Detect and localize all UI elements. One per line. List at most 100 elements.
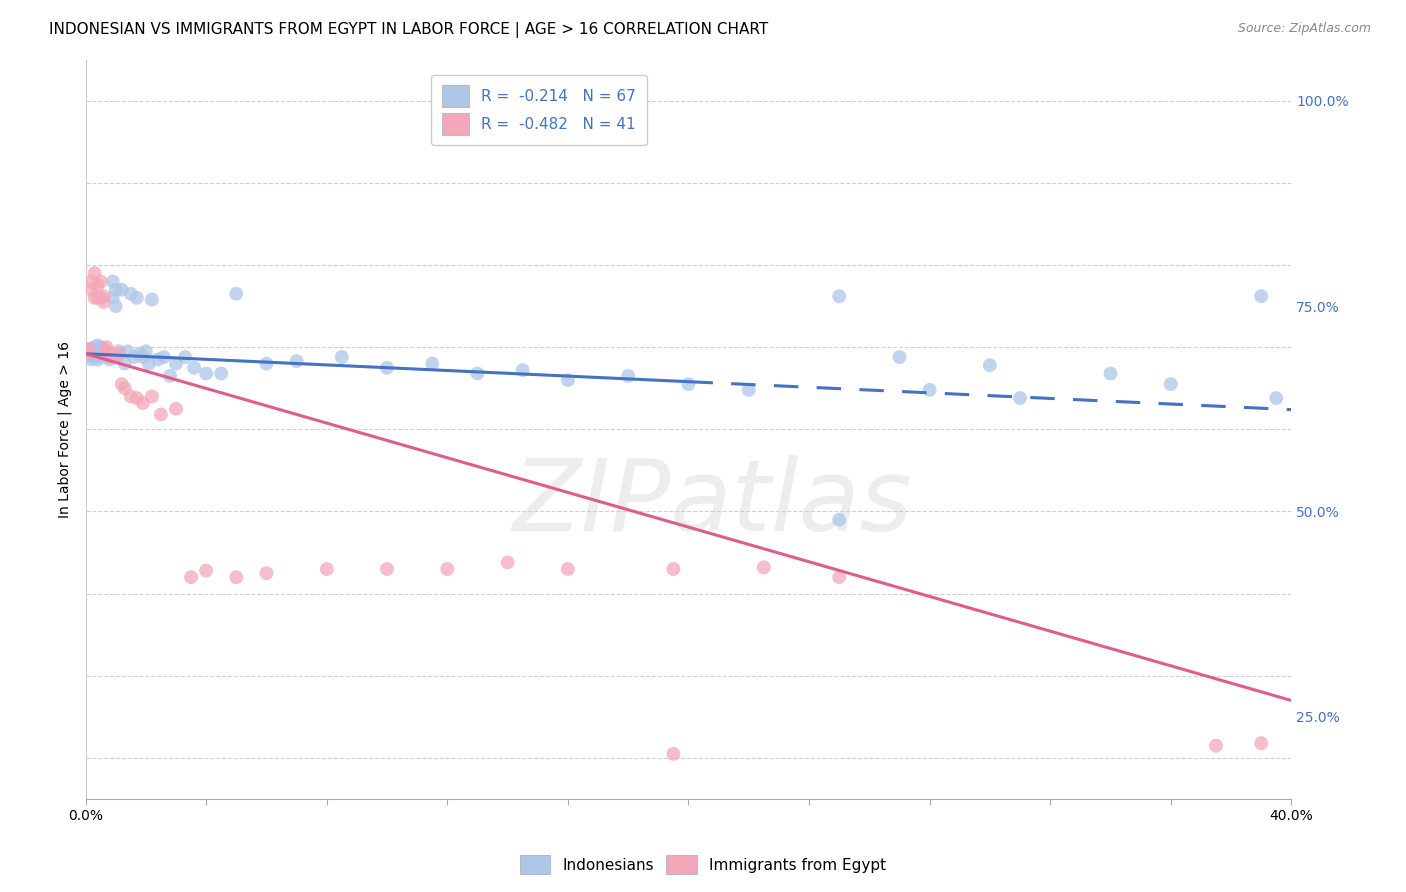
- Point: [195, 564, 218, 578]
- Point: [117, 344, 139, 359]
- Point: [183, 360, 205, 375]
- Point: [98, 346, 121, 360]
- Point: [86, 344, 108, 359]
- Y-axis label: In Labor Force | Age > 16: In Labor Force | Age > 16: [58, 341, 72, 518]
- Point: [225, 286, 247, 301]
- Point: [420, 357, 443, 371]
- Point: [436, 562, 458, 576]
- Point: [80, 283, 103, 297]
- Point: [122, 350, 145, 364]
- Point: [828, 513, 851, 527]
- Point: [1205, 739, 1227, 753]
- Point: [83, 346, 105, 360]
- Point: [80, 342, 103, 356]
- Point: [132, 350, 155, 364]
- Point: [662, 747, 685, 761]
- Point: [512, 363, 534, 377]
- Point: [662, 562, 685, 576]
- Point: [90, 345, 112, 359]
- Legend: Indonesians, Immigrants from Egypt: Indonesians, Immigrants from Egypt: [513, 849, 893, 880]
- Point: [111, 377, 134, 392]
- Legend: R =  -0.214   N = 67, R =  -0.482   N = 41: R = -0.214 N = 67, R = -0.482 N = 41: [430, 75, 647, 145]
- Point: [889, 350, 911, 364]
- Point: [141, 293, 163, 307]
- Point: [86, 278, 108, 293]
- Point: [96, 350, 118, 364]
- Point: [120, 389, 142, 403]
- Point: [146, 352, 169, 367]
- Point: [180, 570, 202, 584]
- Point: [90, 340, 112, 354]
- Point: [159, 368, 181, 383]
- Point: [90, 291, 112, 305]
- Point: [254, 357, 277, 371]
- Point: [375, 562, 398, 576]
- Point: [77, 348, 100, 362]
- Point: [104, 299, 127, 313]
- Point: [1008, 391, 1031, 405]
- Point: [101, 347, 124, 361]
- Point: [125, 391, 148, 405]
- Point: [96, 344, 118, 359]
- Text: ZIPatlas: ZIPatlas: [513, 455, 912, 552]
- Point: [83, 350, 105, 364]
- Point: [315, 562, 337, 576]
- Point: [83, 291, 105, 305]
- Point: [557, 562, 579, 576]
- Point: [138, 357, 160, 371]
- Point: [285, 354, 308, 368]
- Point: [90, 350, 112, 364]
- Point: [80, 352, 103, 367]
- Point: [93, 348, 115, 362]
- Point: [77, 342, 100, 356]
- Point: [153, 350, 176, 364]
- Point: [557, 373, 579, 387]
- Point: [752, 560, 775, 574]
- Point: [128, 347, 150, 361]
- Point: [1250, 736, 1272, 750]
- Point: [617, 368, 640, 383]
- Point: [738, 383, 761, 397]
- Point: [678, 377, 700, 392]
- Point: [1160, 377, 1182, 392]
- Point: [96, 344, 118, 359]
- Point: [77, 346, 100, 360]
- Point: [86, 291, 108, 305]
- Point: [125, 291, 148, 305]
- Point: [93, 342, 115, 356]
- Point: [107, 348, 129, 362]
- Point: [375, 360, 398, 375]
- Point: [165, 401, 187, 416]
- Point: [135, 344, 157, 359]
- Point: [98, 350, 121, 364]
- Point: [96, 340, 118, 354]
- Point: [104, 350, 127, 364]
- Point: [195, 367, 218, 381]
- Point: [114, 357, 136, 371]
- Point: [979, 358, 1001, 372]
- Point: [174, 350, 197, 364]
- Point: [83, 266, 105, 280]
- Point: [93, 289, 115, 303]
- Point: [120, 286, 142, 301]
- Point: [828, 570, 851, 584]
- Point: [104, 283, 127, 297]
- Point: [254, 566, 277, 581]
- Point: [918, 383, 941, 397]
- Point: [132, 396, 155, 410]
- Point: [141, 389, 163, 403]
- Point: [77, 344, 100, 359]
- Point: [1250, 289, 1272, 303]
- Point: [1265, 391, 1288, 405]
- Point: [80, 347, 103, 361]
- Point: [149, 408, 172, 422]
- Text: Source: ZipAtlas.com: Source: ZipAtlas.com: [1237, 22, 1371, 36]
- Point: [90, 275, 112, 289]
- Point: [107, 347, 129, 361]
- Point: [80, 275, 103, 289]
- Point: [165, 357, 187, 371]
- Point: [330, 350, 353, 364]
- Point: [101, 275, 124, 289]
- Point: [225, 570, 247, 584]
- Point: [828, 289, 851, 303]
